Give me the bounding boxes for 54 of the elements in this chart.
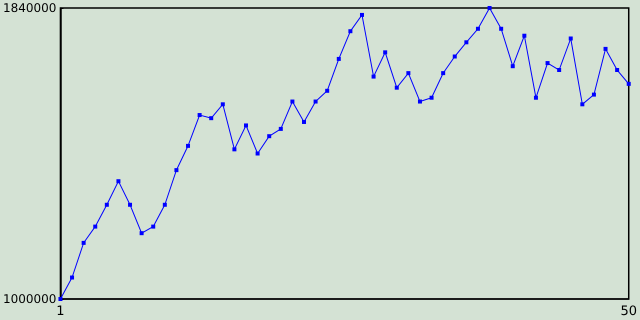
point (499, 26, 504, 31)
point (452, 54, 457, 58)
point (174, 168, 178, 172)
point (592, 92, 596, 97)
point (290, 100, 294, 104)
point (128, 202, 132, 207)
point (267, 134, 272, 138)
point (244, 123, 248, 128)
point (430, 96, 434, 100)
point (220, 102, 225, 106)
y-tick-label: 1840000 (2, 1, 56, 15)
point (568, 36, 573, 40)
point (162, 202, 167, 207)
point (186, 144, 190, 148)
point (476, 26, 480, 31)
x-tick-label: 1 (56, 304, 65, 319)
point (116, 179, 120, 184)
point (140, 231, 144, 236)
y-tick-label: 1000000 (2, 292, 56, 306)
point (93, 224, 98, 229)
point (534, 96, 538, 100)
point (302, 120, 306, 124)
point (348, 29, 352, 34)
point (580, 102, 584, 106)
point (70, 276, 74, 280)
x-tick-label: 50 (620, 304, 637, 319)
point (314, 100, 318, 104)
point (406, 71, 410, 76)
point (626, 82, 631, 86)
point (256, 152, 260, 156)
point (209, 116, 214, 120)
point (557, 68, 562, 72)
point (151, 224, 156, 229)
point (510, 64, 515, 68)
line-series (58, 6, 631, 301)
point (615, 68, 620, 72)
point (232, 147, 236, 152)
point (464, 40, 468, 44)
point (418, 100, 422, 104)
point (522, 34, 526, 38)
point (82, 240, 86, 245)
point (488, 6, 492, 10)
point (546, 61, 550, 66)
point (336, 56, 341, 61)
point (104, 202, 109, 207)
point (394, 86, 399, 90)
point (360, 12, 364, 17)
point (198, 113, 202, 118)
point (604, 46, 608, 51)
point (278, 126, 283, 131)
point (372, 74, 376, 79)
point (325, 88, 330, 93)
point (441, 71, 446, 76)
point (383, 50, 388, 54)
